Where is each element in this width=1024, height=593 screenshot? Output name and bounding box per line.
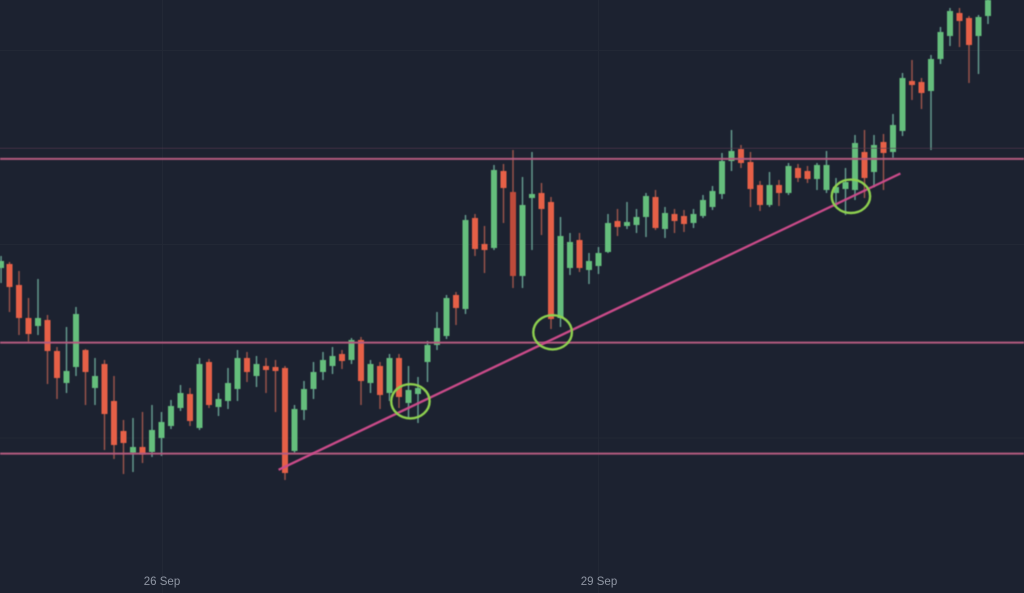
svg-text:29 Sep: 29 Sep <box>581 576 617 588</box>
svg-text:26 Sep: 26 Sep <box>144 576 180 588</box>
